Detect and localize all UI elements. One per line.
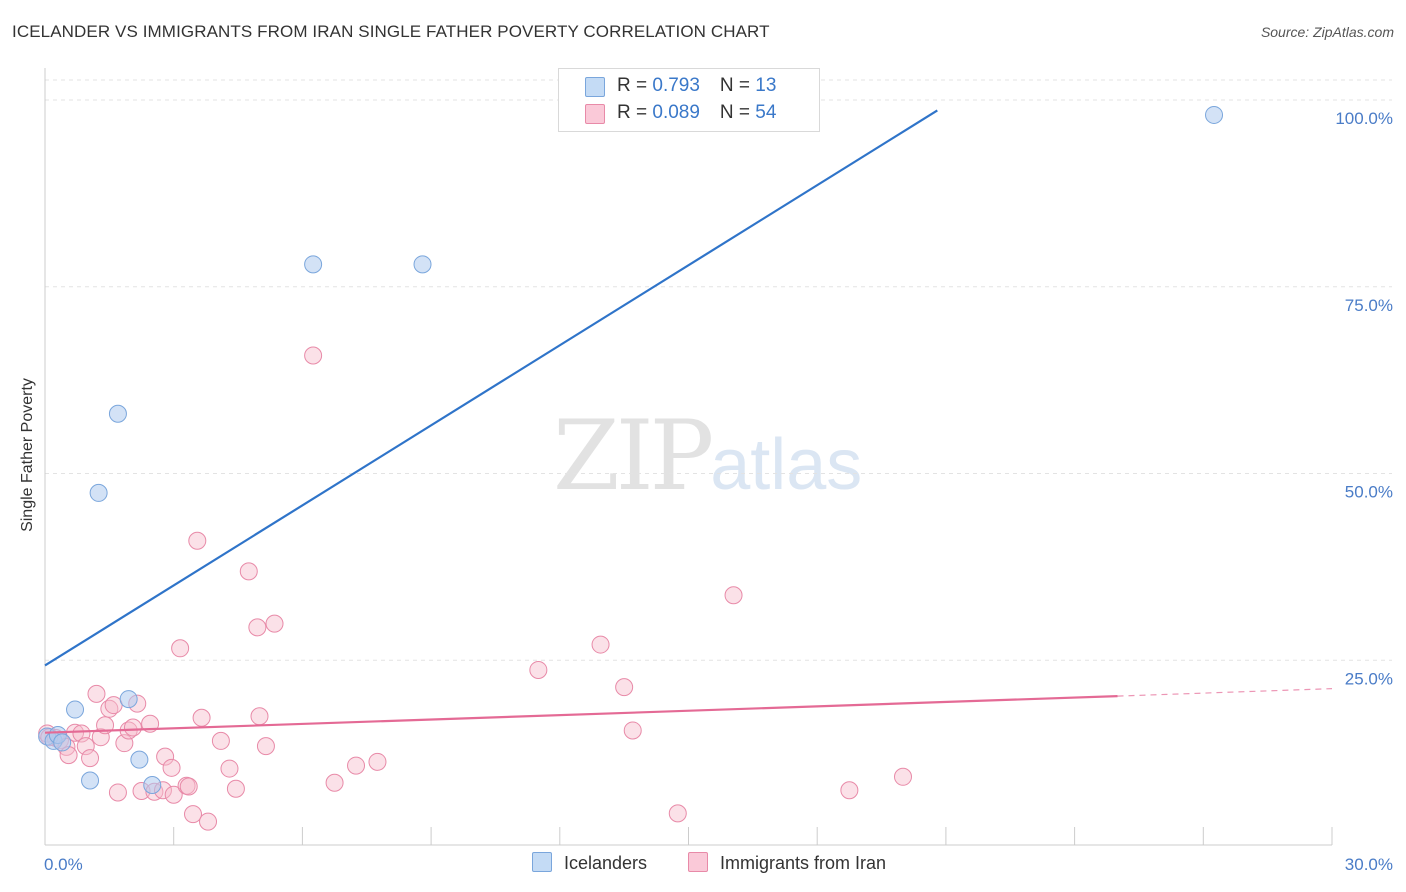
legend-row-icelanders-text: R = 0.793 N = 13	[617, 75, 776, 97]
bottom-legend-iran: Immigrants from Iran	[688, 852, 886, 874]
n-label: N =	[719, 102, 756, 123]
iran-point	[840, 781, 859, 800]
y-tick-label: 75.0%	[1345, 296, 1393, 315]
icelanders-point	[143, 775, 162, 794]
iran-point	[199, 812, 218, 831]
iran-point	[91, 728, 110, 747]
r-label: R =	[617, 102, 653, 123]
iran-point	[220, 759, 239, 778]
icelanders-legend-label: Icelanders	[564, 853, 648, 873]
iran-point	[192, 708, 211, 727]
iran-point	[248, 618, 267, 637]
iran-swatch	[585, 104, 605, 124]
legend-row-iran-text: R = 0.089 N = 54	[617, 102, 776, 124]
icelanders-point	[81, 771, 100, 790]
iran-point	[591, 635, 610, 654]
iran-point	[87, 684, 106, 703]
icelanders-point	[304, 255, 323, 274]
iran-point	[226, 779, 245, 798]
r-value: 0.793	[652, 75, 700, 96]
icelanders-point	[89, 483, 108, 502]
iran-trendline-extension	[1117, 688, 1333, 697]
icelanders-point	[413, 255, 432, 274]
iran-trendline	[44, 695, 1118, 734]
n-label: N =	[719, 75, 756, 96]
iran-point	[184, 805, 203, 824]
icelanders-legend-swatch	[532, 852, 552, 872]
iran-point	[171, 639, 190, 658]
iran-point	[265, 614, 284, 633]
icelanders-point	[108, 404, 127, 423]
iran-point	[108, 783, 127, 802]
watermark: ZIPatlas	[553, 400, 862, 512]
r-value: 0.089	[652, 102, 700, 123]
iran-point	[256, 737, 275, 756]
iran-point	[239, 562, 258, 581]
n-value: 54	[755, 102, 777, 123]
iran-point	[123, 718, 142, 737]
y-tick-label: 25.0%	[1345, 669, 1393, 688]
iran-point	[894, 767, 912, 786]
x-tick-label-max: 30.0%	[1345, 855, 1393, 874]
iran-point	[76, 737, 95, 756]
iran-point	[250, 707, 269, 726]
icelanders-trendline	[44, 109, 938, 667]
n-value: 13	[755, 75, 777, 96]
watermark-zip: ZIP	[553, 400, 714, 512]
iran-point	[164, 785, 183, 804]
iran-legend-label: Immigrants from Iran	[720, 853, 887, 873]
iran-point	[81, 749, 100, 768]
iran-point	[211, 731, 230, 750]
icelanders-point	[1205, 105, 1224, 124]
iran-point	[529, 660, 548, 679]
iran-point	[347, 756, 366, 775]
iran-point	[368, 752, 387, 771]
iran-point	[156, 747, 175, 766]
icelanders-point	[53, 733, 72, 752]
iran-legend-swatch	[688, 852, 708, 872]
watermark-atlas: atlas	[710, 425, 863, 505]
iran-point	[724, 586, 743, 605]
source-credit: Source: ZipAtlas.com	[1260, 24, 1394, 40]
x-tick-label-min: 0.0%	[44, 855, 83, 874]
y-tick-label: 100.0%	[1335, 109, 1393, 128]
iran-point	[162, 758, 181, 777]
iran-point	[304, 346, 323, 365]
iran-point	[615, 678, 634, 697]
bottom-legend-icelanders: Icelanders	[532, 852, 647, 874]
correlation-legend: R = 0.793 N = 13 R = 0.089 N = 54	[558, 68, 820, 132]
r-label: R =	[617, 75, 653, 96]
iran-point	[179, 777, 198, 796]
iran-point	[188, 531, 207, 550]
icelanders-point	[66, 700, 85, 719]
chart-title: ICELANDER VS IMMIGRANTS FROM IRAN SINGLE…	[12, 22, 770, 41]
icelanders-swatch	[585, 77, 605, 97]
iran-point	[623, 721, 642, 740]
icelanders-point	[130, 750, 149, 769]
iran-point	[104, 696, 123, 715]
y-tick-label: 50.0%	[1345, 483, 1393, 502]
icelanders-point	[119, 690, 138, 709]
iran-point	[668, 804, 687, 823]
iran-point	[325, 773, 344, 792]
